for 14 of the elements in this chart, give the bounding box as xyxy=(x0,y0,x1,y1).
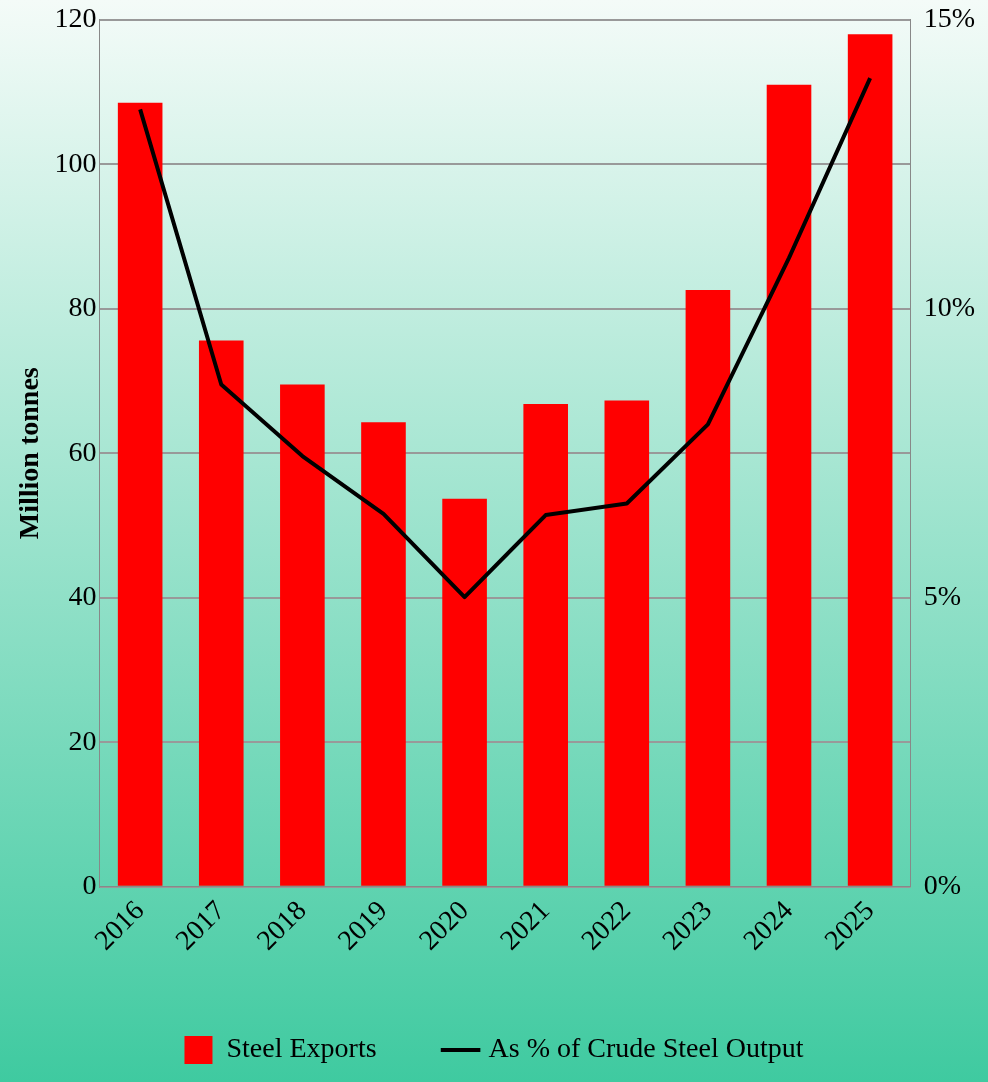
y-tick-label: 120 xyxy=(54,2,97,34)
y-tick-label: 80 xyxy=(68,291,97,323)
y-axis-title: Million tonnes xyxy=(13,367,45,540)
legend-label: As % of Crude Steel Output xyxy=(488,1032,804,1064)
y2-tick-label: 10% xyxy=(923,291,975,323)
y2-tick-label: 0% xyxy=(923,869,961,900)
y2-tick-label: 15% xyxy=(923,2,975,34)
y2-tick-label: 5% xyxy=(923,580,961,612)
y-tick-label: 60 xyxy=(68,435,97,467)
y-tick-label: 20 xyxy=(68,724,97,756)
y-tick-label: 0 xyxy=(82,869,97,900)
legend-label: Steel Exports xyxy=(226,1032,377,1064)
y-tick-label: 40 xyxy=(68,580,97,612)
y-tick-label: 100 xyxy=(54,146,97,178)
